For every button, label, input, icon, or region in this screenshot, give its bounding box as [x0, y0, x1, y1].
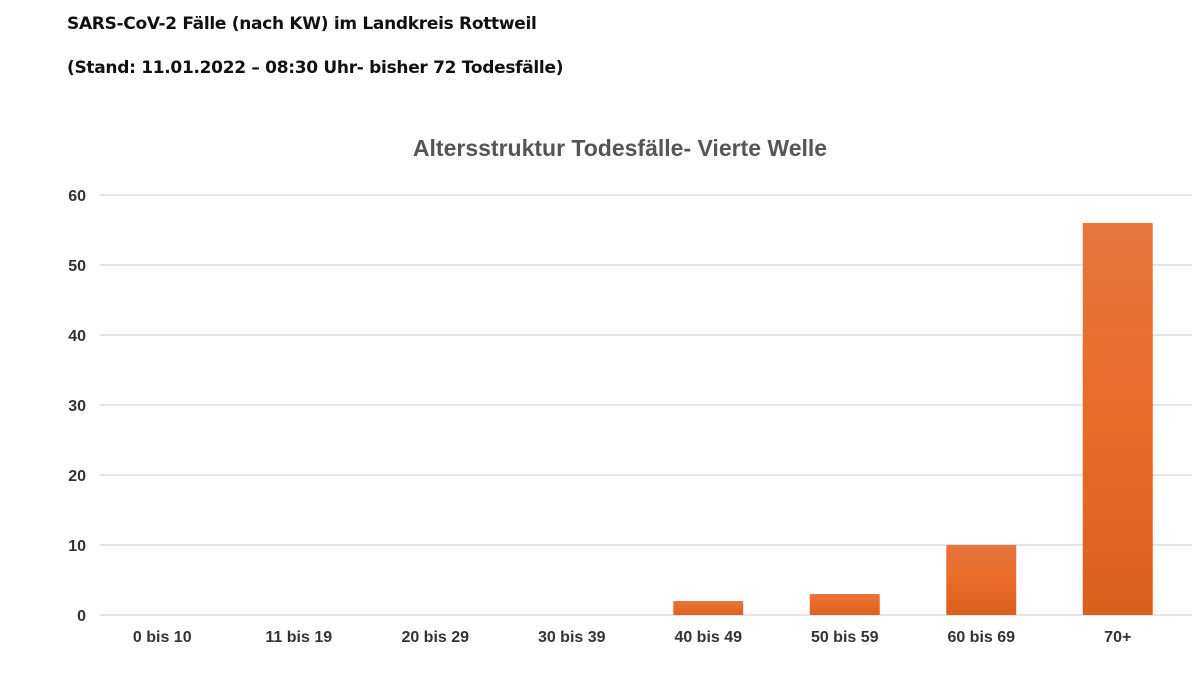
y-tick-label: 50: [68, 258, 86, 275]
bar-50-bis-59: [809, 594, 880, 615]
y-tick-label: 40: [68, 328, 86, 345]
bar-60-bis-69: [946, 545, 1017, 615]
x-tick-label: 50 bis 59: [811, 629, 879, 646]
y-tick-label: 60: [68, 188, 86, 205]
header-title: SARS-CoV-2 Fälle (nach KW) im Landkreis …: [67, 14, 537, 34]
x-tick-label: 0 bis 10: [133, 629, 192, 646]
x-tick-label: 40 bis 49: [674, 629, 742, 646]
y-tick-label: 30: [68, 398, 86, 415]
chart-title: Altersstruktur Todesfälle- Vierte Welle: [413, 135, 827, 161]
x-tick-label: 70+: [1104, 629, 1131, 646]
x-tick-label: 11 bis 19: [265, 629, 332, 646]
x-tick-label: 20 bis 29: [401, 629, 469, 646]
x-tick-label: 60 bis 69: [947, 629, 1015, 646]
y-tick-label: 10: [68, 538, 86, 555]
header-subtitle: (Stand: 11.01.2022 – 08:30 Uhr- bisher 7…: [67, 58, 564, 78]
bar-40-bis-49: [673, 601, 744, 615]
x-tick-label: 30 bis 39: [538, 629, 606, 646]
bar-70-: [1082, 223, 1153, 615]
y-tick-label: 0: [77, 608, 86, 625]
y-tick-label: 20: [68, 468, 86, 485]
